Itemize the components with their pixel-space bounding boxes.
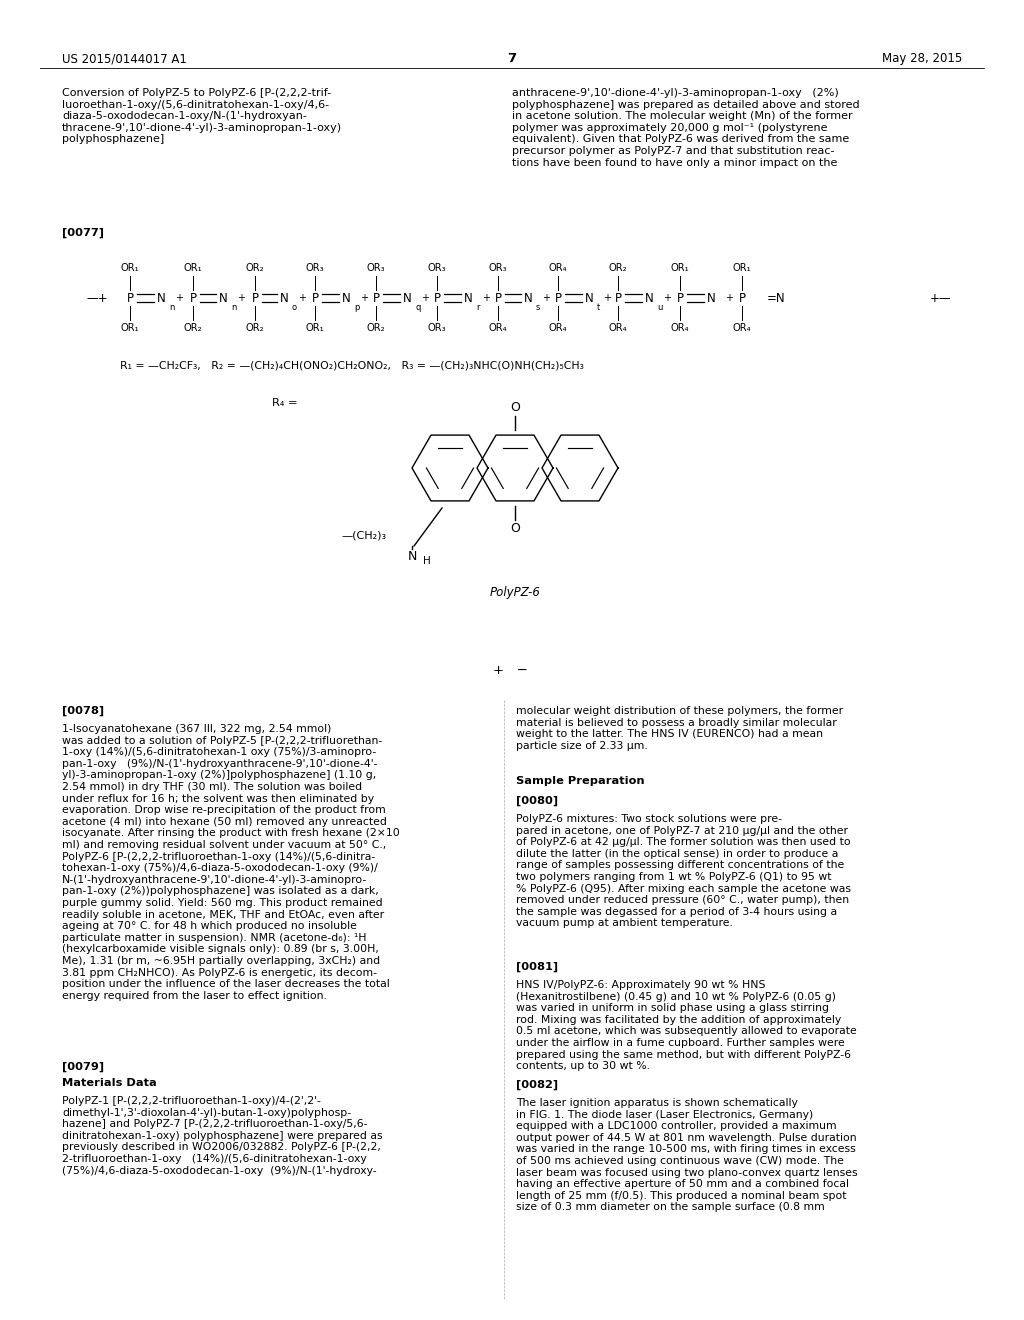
Text: N: N (157, 292, 165, 305)
Text: OR₁: OR₁ (671, 263, 689, 273)
Text: anthracene-9',10'-dione-4'-yl)-3-aminopropan-1-oxy   (2%)
polyphosphazene] was p: anthracene-9',10'-dione-4'-yl)-3-aminopr… (512, 88, 859, 168)
Text: —(CH₂)₃: —(CH₂)₃ (342, 531, 387, 541)
Text: P: P (252, 292, 258, 305)
Text: May 28, 2015: May 28, 2015 (882, 51, 962, 65)
Text: o: o (292, 304, 297, 312)
Text: HNS IV/PolyPZ-6: Approximately 90 wt % HNS
(Hexanitrostilbene) (0.45 g) and 10 w: HNS IV/PolyPZ-6: Approximately 90 wt % H… (516, 979, 857, 1072)
Text: N: N (280, 292, 289, 305)
Text: q: q (415, 304, 421, 312)
Text: OR₂: OR₂ (246, 323, 264, 333)
Text: +: + (482, 293, 490, 304)
Text: molecular weight distribution of these polymers, the former
material is believed: molecular weight distribution of these p… (516, 706, 843, 751)
Text: N: N (402, 292, 412, 305)
Text: N: N (585, 292, 593, 305)
Text: OR₄: OR₄ (608, 323, 628, 333)
Text: n: n (169, 304, 174, 312)
Text: +   −: + − (493, 664, 527, 676)
Text: O: O (510, 521, 520, 535)
Text: US 2015/0144017 A1: US 2015/0144017 A1 (62, 51, 186, 65)
Text: N: N (523, 292, 532, 305)
Text: R₁ = —CH₂CF₃,   R₂ = —(CH₂)₄CH(ONO₂)CH₂ONO₂,   R₃ = —(CH₂)₃NHC(O)NH(CH₂)₅CH₃: R₁ = —CH₂CF₃, R₂ = —(CH₂)₄CH(ONO₂)CH₂ONO… (120, 360, 584, 370)
Text: Materials Data: Materials Data (62, 1078, 157, 1088)
Text: Sample Preparation: Sample Preparation (516, 776, 645, 785)
Text: OR₂: OR₂ (367, 323, 385, 333)
Text: P: P (677, 292, 683, 305)
Text: OR₁: OR₁ (306, 323, 325, 333)
Text: OR₄: OR₄ (671, 323, 689, 333)
Text: 1-Isocyanatohexane (367 Ill, 322 mg, 2.54 mmol)
was added to a solution of PolyP: 1-Isocyanatohexane (367 Ill, 322 mg, 2.5… (62, 723, 399, 1001)
Text: P: P (127, 292, 133, 305)
Text: +: + (421, 293, 429, 304)
Text: +: + (360, 293, 368, 304)
Text: OR₂: OR₂ (183, 323, 203, 333)
Text: The laser ignition apparatus is shown schematically
in FIG. 1. The diode laser (: The laser ignition apparatus is shown sc… (516, 1098, 858, 1212)
Text: P: P (555, 292, 561, 305)
Text: N: N (408, 550, 417, 564)
Text: [0081]: [0081] (516, 962, 558, 973)
Text: 7: 7 (508, 51, 516, 65)
Text: [0078]: [0078] (62, 706, 104, 717)
Text: s: s (536, 304, 541, 312)
Text: n: n (231, 304, 237, 312)
Text: OR₄: OR₄ (488, 323, 507, 333)
Text: OR₂: OR₂ (608, 263, 628, 273)
Text: OR₃: OR₃ (428, 263, 446, 273)
Text: OR₁: OR₁ (733, 263, 752, 273)
Text: N: N (342, 292, 350, 305)
Text: R₄ =: R₄ = (272, 399, 298, 408)
Text: N: N (219, 292, 227, 305)
Text: [0079]: [0079] (62, 1063, 104, 1072)
Text: OR₁: OR₁ (121, 263, 139, 273)
Text: +: + (298, 293, 306, 304)
Text: P: P (495, 292, 502, 305)
Text: +: + (603, 293, 611, 304)
Text: =N: =N (767, 292, 785, 305)
Text: P: P (189, 292, 197, 305)
Text: p: p (354, 304, 359, 312)
Text: +: + (175, 293, 183, 304)
Text: N: N (707, 292, 716, 305)
Text: N: N (645, 292, 653, 305)
Text: r: r (476, 304, 479, 312)
Text: P: P (373, 292, 380, 305)
Text: [0080]: [0080] (516, 796, 558, 807)
Text: P: P (738, 292, 745, 305)
Text: t: t (597, 304, 600, 312)
Text: OR₃: OR₃ (306, 263, 325, 273)
Text: P: P (433, 292, 440, 305)
Text: PolyPZ-6: PolyPZ-6 (489, 586, 541, 599)
Text: OR₄: OR₄ (549, 323, 567, 333)
Text: +—: +— (930, 292, 951, 305)
Text: OR₂: OR₂ (246, 263, 264, 273)
Text: O: O (510, 401, 520, 414)
Text: PolyPZ-1 [P-(2,2,2-trifluoroethan-1-oxy)/4-(2',2'-
dimethyl-1',3'-dioxolan-4'-yl: PolyPZ-1 [P-(2,2,2-trifluoroethan-1-oxy)… (62, 1096, 383, 1176)
Text: H: H (423, 556, 431, 566)
Text: OR₄: OR₄ (549, 263, 567, 273)
Text: OR₄: OR₄ (733, 323, 752, 333)
Text: OR₃: OR₃ (367, 263, 385, 273)
Text: OR₃: OR₃ (428, 323, 446, 333)
Text: OR₁: OR₁ (121, 323, 139, 333)
Text: +: + (663, 293, 671, 304)
Text: OR₁: OR₁ (183, 263, 203, 273)
Text: [0077]: [0077] (62, 228, 104, 239)
Text: Conversion of PolyPZ-5 to PolyPZ-6 [P-(2,2,2-trif-
luoroethan-1-oxy/(5,6-dinitra: Conversion of PolyPZ-5 to PolyPZ-6 [P-(2… (62, 88, 342, 144)
Text: P: P (614, 292, 622, 305)
Text: u: u (657, 304, 663, 312)
Text: [0082]: [0082] (516, 1080, 558, 1090)
Text: OR₃: OR₃ (488, 263, 507, 273)
Text: +: + (542, 293, 550, 304)
Text: +: + (725, 293, 733, 304)
Text: +: + (237, 293, 245, 304)
Text: P: P (311, 292, 318, 305)
Text: PolyPZ-6 mixtures: Two stock solutions were pre-
pared in acetone, one of PolyPZ: PolyPZ-6 mixtures: Two stock solutions w… (516, 814, 851, 928)
Text: —+: —+ (86, 292, 108, 305)
Text: N: N (464, 292, 472, 305)
